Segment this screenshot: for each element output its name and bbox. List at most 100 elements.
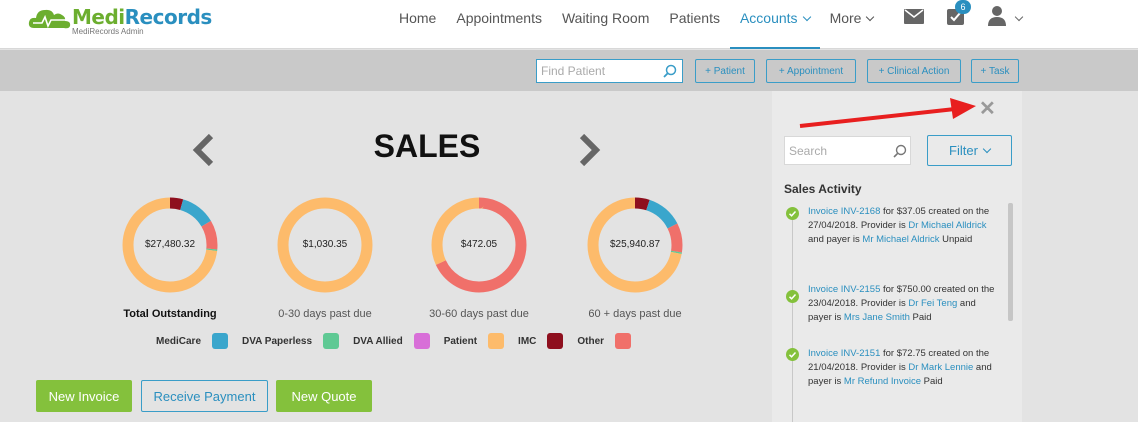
activity-item: Invoice INV-2168 for $37.05 created on t… xyxy=(808,205,1000,247)
legend-swatch xyxy=(323,333,340,349)
legend-label: MediCare xyxy=(156,335,202,347)
donut-segment-other[interactable] xyxy=(122,197,218,293)
invoice-link[interactable]: Invoice INV-2155 xyxy=(808,284,881,295)
activity-text: and payer is xyxy=(808,298,976,323)
find-patient-input[interactable] xyxy=(537,60,657,82)
activity-status: Unpaid xyxy=(939,234,973,245)
add-clinical-action-button[interactable]: + Clinical Action xyxy=(867,59,961,83)
activity-status: Paid xyxy=(909,312,932,323)
legend-item-dva-allied: DVA Allied xyxy=(353,333,444,349)
activity-item: Invoice INV-2155 for $750.00 created on … xyxy=(808,283,1000,325)
previous-arrow-icon[interactable] xyxy=(191,134,215,166)
brand-name-part2: Records xyxy=(124,5,213,29)
donut-segment-patient[interactable] xyxy=(587,197,683,293)
legend-item-imc: IMC xyxy=(518,333,577,349)
donut-value: $1,030.35 xyxy=(302,239,348,250)
provider-link[interactable]: Dr Fei Teng xyxy=(908,298,958,309)
legend-swatch xyxy=(488,333,505,349)
activity-text: for $750.00 created on the 23/04/2018. P… xyxy=(808,284,995,309)
legend-label: IMC xyxy=(518,335,537,347)
legend-label: Other xyxy=(577,335,605,347)
search-icon[interactable] xyxy=(663,64,677,78)
payer-link[interactable]: Mrs Jane Smith xyxy=(843,312,910,323)
activity-text: for $72.75 created on the 21/04/2018. Pr… xyxy=(808,348,990,373)
donut-segment-other[interactable] xyxy=(587,197,683,293)
filter-button[interactable]: Filter xyxy=(927,135,1012,166)
action-bar: + Patient + Appointment + Clinical Actio… xyxy=(0,50,1138,91)
donut-label: 60 + days past due xyxy=(588,308,682,320)
provider-link[interactable]: Dr Michael Alldrick xyxy=(908,220,987,231)
nav-appointments[interactable]: Appointments xyxy=(446,0,552,49)
search-icon[interactable] xyxy=(893,144,907,158)
nav-accounts-label: Accounts xyxy=(739,10,798,26)
donut-0-30-days[interactable] xyxy=(276,196,374,294)
legend-label: DVA Allied xyxy=(353,335,403,347)
add-task-button[interactable]: + Task xyxy=(971,59,1019,83)
legend-item-medicare: MediCare xyxy=(156,333,242,349)
user-icon[interactable] xyxy=(988,5,1008,27)
mail-icon[interactable] xyxy=(904,9,924,24)
legend-swatch xyxy=(615,333,632,349)
legend-label: Patient xyxy=(443,335,478,347)
donut-60-plus-days[interactable] xyxy=(586,196,684,294)
activity-status: Paid xyxy=(921,376,943,387)
check-circle-icon xyxy=(786,207,799,220)
nav-appointments-label: Appointments xyxy=(456,10,542,26)
chevron-down-icon xyxy=(866,12,875,22)
new-invoice-button[interactable]: New Invoice xyxy=(36,380,132,412)
medirecords-logo[interactable]: MediRecords MediRecords Admin xyxy=(28,4,212,40)
legend-swatch xyxy=(413,333,430,349)
nav-accounts[interactable]: Accounts xyxy=(729,0,820,49)
nav-patients[interactable]: Patients xyxy=(659,0,730,49)
panel-search-input[interactable] xyxy=(785,137,885,164)
donut-label: Total Outstanding xyxy=(123,308,217,320)
panel-scrollbar[interactable] xyxy=(1008,203,1013,321)
new-quote-button[interactable]: New Quote xyxy=(276,380,372,412)
nav-waiting-room[interactable]: Waiting Room xyxy=(552,0,659,49)
sales-title: SALES xyxy=(373,128,481,164)
legend-swatch xyxy=(547,333,564,349)
chevron-down-icon xyxy=(802,12,811,22)
brand-subtitle: MediRecords Admin xyxy=(72,27,144,36)
invoice-link[interactable]: Invoice INV-2151 xyxy=(808,348,881,359)
check-circle-icon xyxy=(786,290,799,303)
brand-name-part1: Medi xyxy=(72,5,125,29)
donut-label: 30-60 days past due xyxy=(429,308,529,320)
main-nav: Home Appointments Waiting Room Patients … xyxy=(389,0,883,49)
donut-label: 0-30 days past due xyxy=(278,308,372,320)
payer-link[interactable]: Mr Refund Invoice xyxy=(843,376,921,387)
panel-search-box xyxy=(784,136,911,165)
receive-payment-button[interactable]: Receive Payment xyxy=(141,380,268,412)
close-icon[interactable]: ✕ xyxy=(979,98,996,120)
nav-more-label: More xyxy=(829,10,862,26)
legend-label: DVA Paperless xyxy=(242,335,313,347)
payer-link[interactable]: Mr Michael Aldrick xyxy=(862,234,940,245)
add-patient-button[interactable]: + Patient xyxy=(695,59,755,83)
provider-link[interactable]: Dr Mark Lennie xyxy=(908,362,974,373)
donut-segment-patient[interactable] xyxy=(277,197,373,293)
donut-segment-patient[interactable] xyxy=(431,197,527,293)
brand-name: MediRecords xyxy=(72,5,212,29)
activity-text: and payer is xyxy=(808,234,863,245)
donut-segment-patient[interactable] xyxy=(122,197,218,293)
donut-total-outstanding[interactable] xyxy=(121,196,219,294)
nav-waiting-room-label: Waiting Room xyxy=(561,10,650,26)
donut-30-60-days[interactable] xyxy=(430,196,528,294)
nav-more[interactable]: More xyxy=(820,0,884,49)
activity-item: Invoice INV-2151 for $72.75 created on t… xyxy=(808,347,1000,389)
user-menu-chevron-icon[interactable] xyxy=(1014,12,1024,22)
find-patient-box xyxy=(536,59,683,83)
cloud-logo-icon xyxy=(28,9,71,29)
filter-label: Filter xyxy=(949,143,978,158)
donut-value: $25,940.87 xyxy=(609,239,661,250)
next-arrow-icon[interactable] xyxy=(578,134,602,166)
chart-legend: MediCare DVA Paperless DVA Allied Patien… xyxy=(156,332,632,350)
legend-item-dva-paperless: DVA Paperless xyxy=(242,333,353,349)
invoice-link[interactable]: Invoice INV-2168 xyxy=(808,206,881,217)
add-appointment-button[interactable]: + Appointment xyxy=(766,59,856,83)
nav-home-label: Home xyxy=(399,10,437,26)
donut-value: $472.05 xyxy=(460,239,498,250)
nav-home[interactable]: Home xyxy=(389,0,446,49)
timeline-line xyxy=(792,212,793,422)
tasks-count-badge: 6 xyxy=(955,0,971,14)
